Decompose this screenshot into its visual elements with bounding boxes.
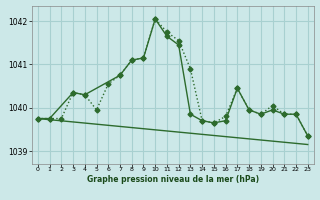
X-axis label: Graphe pression niveau de la mer (hPa): Graphe pression niveau de la mer (hPa) bbox=[87, 175, 259, 184]
